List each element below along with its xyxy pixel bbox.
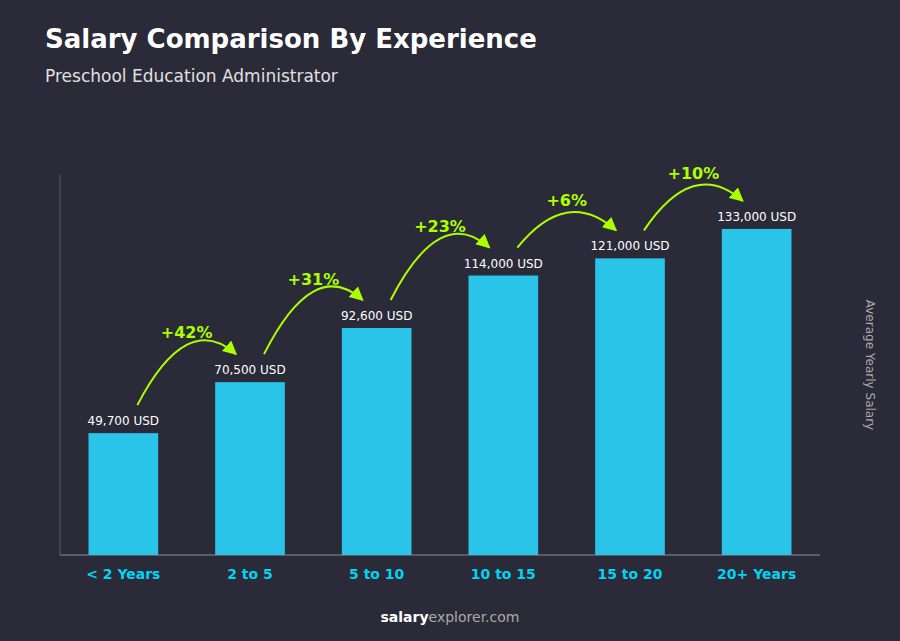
annotation-arrow (264, 286, 363, 354)
annotation: +42% (161, 323, 213, 342)
data-label: 121,000 USD (590, 239, 669, 253)
annotation-arrow (517, 212, 616, 248)
annotation-arrow (391, 234, 490, 300)
x-tick-label: 10 to 15 (471, 566, 536, 582)
data-label: 70,500 USD (214, 363, 285, 377)
title: Salary Comparison By Experience (45, 24, 537, 54)
bar (469, 276, 539, 555)
x-axis-line (60, 555, 820, 556)
annotation-arrow (644, 184, 743, 230)
bar (215, 382, 285, 555)
annotation: +6% (546, 191, 587, 210)
data-label: 114,000 USD (464, 257, 543, 271)
data-label: 92,600 USD (341, 309, 412, 323)
y-label: Average Yearly Salary (863, 300, 877, 430)
bar (89, 433, 159, 555)
bar (595, 258, 665, 555)
x-tick-label: 2 to 5 (227, 566, 273, 582)
x-tick-label: 15 to 20 (597, 566, 662, 582)
footer-part: salary (381, 609, 429, 625)
data-label: 133,000 USD (717, 210, 796, 224)
background (0, 0, 900, 641)
subtitle: Preschool Education Administrator (45, 66, 338, 86)
x-tick-label: 5 to 10 (349, 566, 405, 582)
annotation: +23% (414, 217, 466, 236)
footer: salaryexplorer.com (381, 609, 520, 625)
annotation-arrow (137, 340, 236, 405)
x-tick-label: 20+ Years (717, 566, 796, 582)
bars (89, 229, 792, 555)
chart-svg: Salary Comparison By Experience Preschool… (0, 0, 900, 641)
data-label: 49,700 USD (88, 414, 159, 428)
bar (342, 328, 412, 555)
annotation: +10% (667, 164, 719, 183)
bar (722, 229, 792, 555)
y-axis-line (60, 175, 61, 555)
annotation: +31% (287, 270, 339, 289)
footer-part: explorer.com (429, 609, 520, 625)
chart-root: Salary Comparison By Experience Preschool… (0, 0, 900, 641)
x-tick-label: < 2 Years (86, 566, 160, 582)
